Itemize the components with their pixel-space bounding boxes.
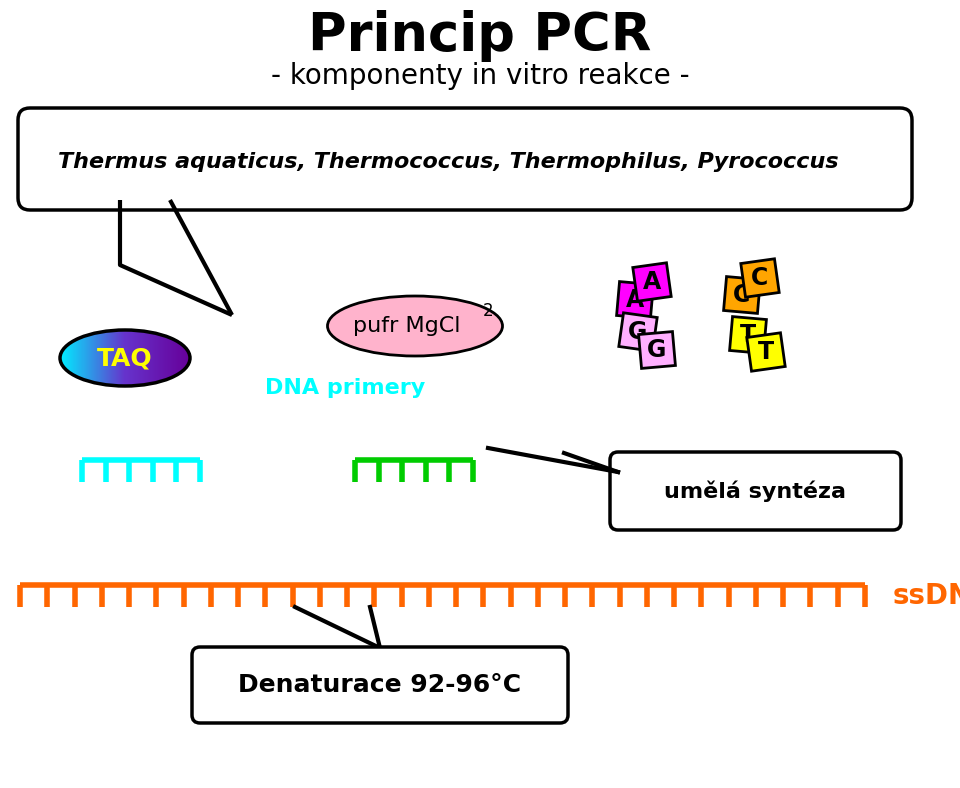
Bar <box>724 277 760 314</box>
Text: A: A <box>643 270 661 294</box>
Bar <box>616 281 654 318</box>
Bar <box>619 313 658 351</box>
FancyBboxPatch shape <box>610 452 901 530</box>
Bar <box>633 263 671 301</box>
Text: T: T <box>740 323 756 347</box>
Bar <box>741 258 780 297</box>
FancyBboxPatch shape <box>18 108 912 210</box>
Text: Denaturace 92-96°C: Denaturace 92-96°C <box>238 673 521 697</box>
Text: DNA primery: DNA primery <box>265 378 425 398</box>
FancyBboxPatch shape <box>192 647 568 723</box>
Text: C: C <box>733 283 751 307</box>
Text: pufr MgCl: pufr MgCl <box>353 316 461 336</box>
Text: TAQ: TAQ <box>97 346 153 370</box>
Text: Princip PCR: Princip PCR <box>308 10 652 62</box>
Text: T: T <box>758 340 774 364</box>
Text: A: A <box>626 288 644 312</box>
Text: umělá syntéza: umělá syntéza <box>664 480 847 502</box>
Text: Thermus aquaticus, Thermococcus, Thermophilus, Pyrococcus: Thermus aquaticus, Thermococcus, Thermop… <box>58 152 839 172</box>
Text: C: C <box>752 266 769 290</box>
Bar <box>638 332 676 369</box>
Text: ssDNA: ssDNA <box>893 582 960 610</box>
Bar <box>730 317 766 353</box>
Text: G: G <box>647 338 666 362</box>
Text: - komponenty in vitro reakce -: - komponenty in vitro reakce - <box>271 62 689 90</box>
Bar <box>747 333 785 371</box>
Text: 2: 2 <box>483 302 493 320</box>
Ellipse shape <box>327 296 502 356</box>
Text: G: G <box>628 320 648 344</box>
